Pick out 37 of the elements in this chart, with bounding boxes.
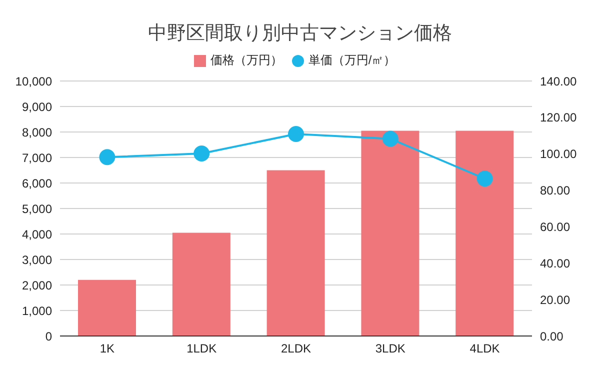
x-tick-label: 1LDK [186, 342, 217, 356]
chart-title: 中野区間取り別中古マンション価格 [147, 22, 453, 46]
bar [361, 130, 420, 336]
point [194, 145, 210, 162]
y2-tick-label: 60.00 [540, 220, 570, 234]
x-tick-label: 4LDK [470, 342, 500, 356]
legend-label: 単価（万円/㎡） [308, 53, 396, 67]
bar [266, 170, 325, 336]
y2-tick-label: 20.00 [540, 292, 570, 307]
y-tick-label: 8,000 [22, 125, 52, 140]
y-tick-label: 9,000 [22, 100, 52, 114]
legend-label: 価格（万円） [210, 53, 282, 67]
y-tick-label: 7,000 [22, 150, 52, 165]
point [476, 170, 493, 187]
y-tick-label: 3,000 [22, 252, 52, 267]
y-tick-label: 0 [45, 329, 52, 344]
point [99, 149, 116, 166]
y-tick-label: 2,000 [22, 278, 52, 292]
y-tick-label: 10,000 [15, 74, 52, 88]
x-tick-label: 3LDK [375, 342, 406, 356]
bar [78, 280, 136, 336]
y-tick-label: 4,000 [22, 227, 52, 242]
point [288, 126, 304, 142]
y2-tick-label: 100.00 [540, 147, 578, 162]
bar [172, 232, 230, 336]
bar [456, 130, 514, 336]
x-tick-label: 2LDK [280, 342, 312, 356]
y2-tick-label: 80.00 [540, 184, 570, 198]
y2-tick-label: 0.00 [540, 329, 564, 344]
y-tick-label: 5,000 [22, 202, 52, 216]
x-tick-label: 1K [100, 342, 115, 356]
y2-tick-label: 120.00 [540, 110, 578, 125]
y2-tick-label: 40.00 [540, 256, 570, 270]
y2-tick-label: 140.00 [540, 74, 578, 88]
y-tick-label: 1,000 [22, 304, 52, 318]
point [382, 130, 398, 147]
y-tick-label: 6,000 [22, 176, 52, 190]
